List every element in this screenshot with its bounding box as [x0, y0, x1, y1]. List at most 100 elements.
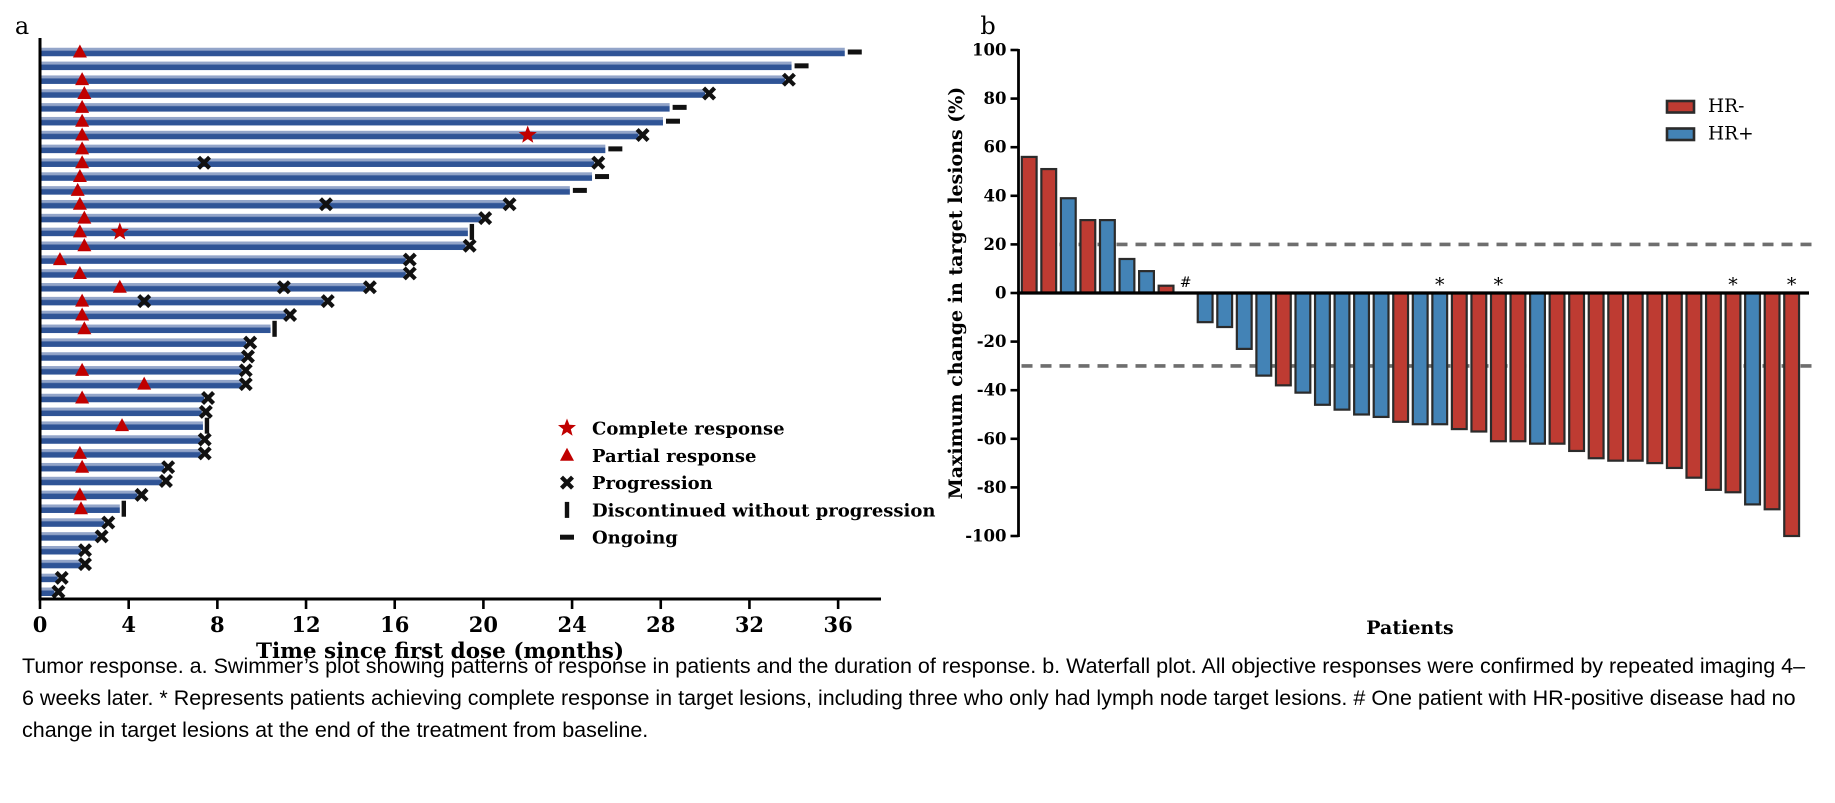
progression-x-icon: [462, 238, 477, 253]
swimmer-bar-3: [41, 75, 785, 84]
partial-response-triangle-icon: [77, 86, 92, 100]
progression-x-icon: [78, 543, 92, 558]
progression-x-icon: [319, 197, 333, 212]
progression-x-icon: [320, 294, 335, 309]
swimmer-bar-22: [41, 338, 247, 347]
waterfall-axes: 100 80 60 40 20 0 -20 -40 -60 -80 -100: [965, 41, 1809, 546]
ongoing-dash-icon: [572, 187, 587, 193]
progression-x-icon: [198, 404, 213, 419]
partial-response-triangle-icon: [75, 99, 90, 113]
swimmer-bar-10: [41, 172, 593, 181]
partial-response-triangle-icon: [75, 72, 90, 86]
partial-response-triangle-icon: [75, 141, 90, 155]
progression-x-icon: [101, 515, 116, 530]
waterfall-bar-19: [1372, 291, 1390, 419]
partial-response-triangle-icon: [72, 487, 87, 501]
partial-response-triangle-icon: [77, 238, 92, 252]
waterfall-bar-12: [1235, 291, 1253, 350]
swimmer-bar-14: [41, 227, 468, 237]
partial-response-triangle-icon: [72, 44, 87, 58]
legend-swatch-HR-: [1665, 99, 1696, 114]
swimmer-bar-6: [41, 116, 663, 126]
swimmer-bar-2: [41, 61, 792, 71]
complete-response-asterisk: *: [1435, 274, 1445, 296]
partial-response-triangle-icon: [75, 459, 90, 473]
swimmer-bar-18: [41, 283, 366, 292]
swimmer-bar-16: [41, 255, 406, 264]
swimmer-bar-40: [41, 587, 55, 597]
x-tick-label: 8: [210, 612, 225, 637]
partial-response-triangle-icon: [77, 321, 92, 335]
discontinued-bar-icon: [121, 500, 127, 517]
partial-response-triangle-icon: [75, 362, 90, 376]
swimmer-bar-13: [41, 213, 482, 223]
progression-x-icon: [197, 432, 212, 447]
swimmer-bar-35: [41, 518, 105, 527]
waterfall-bar-29: [1568, 291, 1586, 453]
x-axis-title: Time since first dose (months): [256, 639, 624, 660]
progression-x-icon: [502, 197, 517, 212]
x-tick-label: 32: [735, 612, 764, 637]
complete-response-star-icon: [110, 222, 129, 240]
no-change-hash-mark: #: [1180, 275, 1192, 291]
y-tick-label: 100: [972, 41, 1006, 60]
swimmer-bar-31: [41, 462, 165, 472]
ongoing-dash-icon: [665, 118, 680, 124]
waterfall-bar-24: [1470, 291, 1488, 433]
progression-x-icon: [362, 280, 377, 295]
x-tick-label: 4: [121, 612, 136, 637]
waterfall-bar-17: [1333, 291, 1351, 411]
complete-response-star-icon: [518, 125, 537, 143]
waterfall-bar-20: [1392, 291, 1410, 423]
y-tick-label: -80: [977, 478, 1007, 497]
legend-label: HR-: [1708, 96, 1744, 117]
swimmer-axes: 0 4 8 12 16 20 24 28 32 36 Time since first dose (…: [33, 38, 881, 660]
panel-a-label: a: [15, 12, 29, 40]
swimmer-bar-20: [41, 310, 287, 320]
partial-response-triangle-icon: [137, 376, 152, 390]
x-tick-label: 0: [33, 612, 48, 637]
swimmer-bar-24: [41, 366, 242, 375]
swimmer-bar-17: [41, 269, 406, 278]
legend-label: Partial response: [592, 446, 756, 467]
y-tick-label: -100: [965, 527, 1006, 546]
progression-x-icon: [158, 474, 173, 489]
discontinued-bar-icon: [469, 223, 475, 240]
waterfall-bar-37: [1724, 291, 1742, 494]
swimmer-bar-9: [41, 158, 595, 167]
waterfall-bar-31: [1607, 291, 1625, 462]
progression-x-icon: [276, 280, 291, 295]
swimmer-bar-33: [41, 490, 138, 500]
progression-x-icon: [94, 529, 109, 544]
y-tick-label: 40: [984, 186, 1007, 205]
progression-x-icon: [635, 128, 650, 143]
partial-response-triangle-icon: [77, 210, 92, 224]
partial-response-triangle-icon: [74, 501, 89, 515]
swimmer-legend: Complete response Partial response Progres…: [558, 418, 935, 549]
waterfall-bar-34: [1665, 291, 1683, 470]
progression-x-icon: [197, 155, 212, 170]
swimmer-bar-7: [41, 130, 639, 140]
progression-x-icon: [781, 72, 796, 87]
swimmer-bar-23: [41, 352, 244, 361]
waterfall-bar-27: [1528, 291, 1546, 445]
partial-response-triangle-icon: [112, 279, 127, 293]
legend-label: Progression: [592, 473, 713, 494]
progression-x-icon: [161, 460, 176, 475]
partial-response-triangle-icon: [560, 447, 574, 461]
swimmer-bar-39: [41, 573, 58, 583]
swimmer-bar-30: [41, 449, 201, 458]
discontinued-bar-icon: [204, 417, 210, 434]
waterfall-bar-1: [1020, 155, 1038, 295]
x-tick-label: 20: [469, 612, 498, 637]
waterfall-bar-3: [1059, 197, 1077, 295]
waterfall-legend: HR- HR+: [1665, 96, 1754, 145]
waterfall-bar-7: [1138, 270, 1156, 295]
waterfall-bar-22: [1431, 291, 1449, 426]
swimmer-bar-29: [41, 435, 201, 444]
waterfall-bar-10: [1196, 291, 1214, 324]
legend-label: Complete response: [592, 419, 785, 440]
y-tick-label: -40: [977, 381, 1007, 400]
discontinued-bar-icon: [564, 501, 570, 518]
partial-response-triangle-icon: [75, 390, 90, 404]
